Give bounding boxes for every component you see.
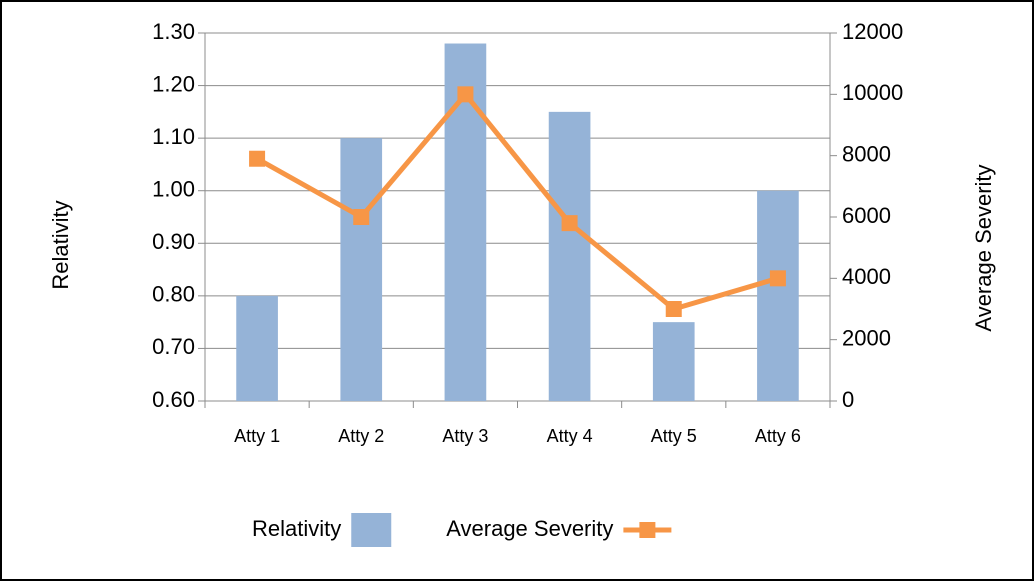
legend-swatch [351,513,392,547]
x-tick-label: Atty 2 [338,426,384,446]
legend-label: Relativity [252,516,341,541]
y2-tick-label: 8000 [842,141,891,166]
y2-tick-label: 12000 [842,19,903,44]
y-axis-title: Relativity [48,200,73,289]
line-marker [353,209,370,225]
line [255,91,779,312]
y2-tick-label: 0 [842,387,854,412]
line-marker [665,301,682,317]
legend-label: Average Severity [446,516,613,541]
bar [444,43,487,402]
y-tick-label: 0.60 [152,387,195,412]
y2-tick-label: 2000 [842,325,891,350]
y-tick-label: 0.90 [152,229,195,254]
y2-tick-label: 4000 [842,264,891,289]
y-tick-label: 1.30 [152,19,195,44]
line-marker [457,86,474,103]
y-tick-label: 1.00 [152,177,195,202]
x-tick-label: Atty 4 [547,426,593,446]
line-marker [249,150,266,167]
x-tick-label: Atty 3 [442,426,488,446]
y2-tick-label: 6000 [842,203,891,228]
bar [548,111,591,401]
y-tick-label: 1.20 [152,71,195,96]
x-tick-label: Atty 6 [755,426,801,446]
y2-axis-title: Average Severity [971,164,996,331]
line-marker [769,270,786,287]
bar [236,295,278,401]
bar [757,190,799,401]
bar [340,138,383,401]
bar [652,322,695,401]
y2-tick-label: 10000 [842,80,903,105]
y-tick-label: 1.10 [152,124,195,149]
legend-marker [639,522,656,538]
x-tick-label: Atty 1 [234,426,280,446]
line-marker [561,215,578,232]
y-tick-label: 0.70 [152,334,195,359]
x-tick-label: Atty 5 [651,426,697,446]
y-tick-label: 0.80 [152,282,195,307]
